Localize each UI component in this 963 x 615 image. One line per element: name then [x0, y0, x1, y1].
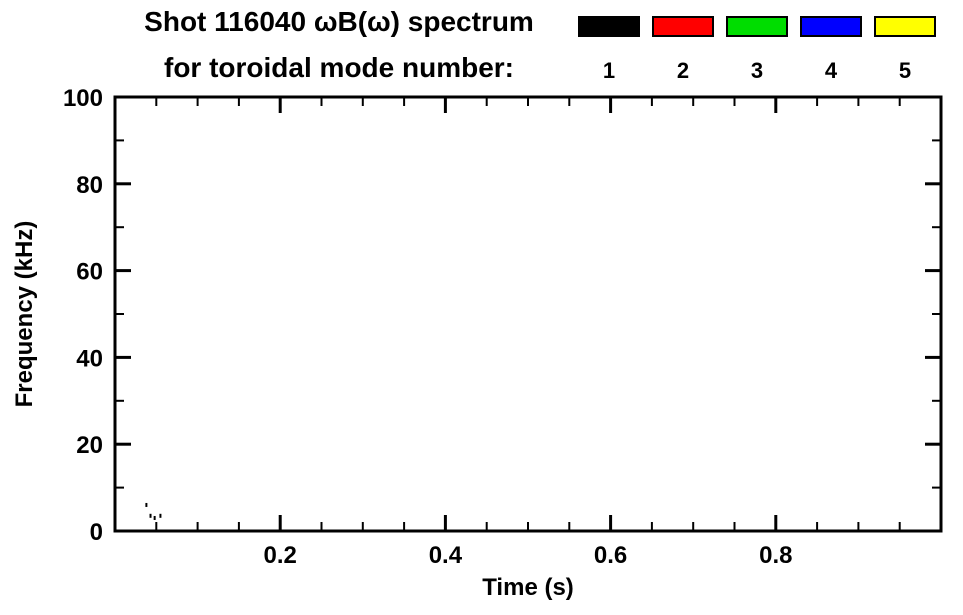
- legend-label-mode-3: 3: [750, 58, 764, 83]
- data-mark: [145, 502, 148, 507]
- legend-label-mode-1: 1: [602, 58, 616, 83]
- mode-legend-labels: 1 2 3 4 5: [578, 58, 936, 84]
- y-tick-label: 20: [76, 432, 103, 459]
- legend-swatch-mode-5: [874, 16, 936, 37]
- x-tick-label: 0.6: [594, 542, 627, 569]
- chart-title-line1: Shot 116040 ωB(ω) spectrum: [144, 6, 534, 37]
- x-tick-label: 0.8: [759, 542, 792, 569]
- legend-label-mode-4: 4: [824, 58, 838, 83]
- mode-legend-swatches: [578, 16, 936, 37]
- legend-swatch-mode-2: [652, 16, 714, 37]
- x-tick-label: 0.4: [429, 542, 463, 569]
- y-tick-label: 0: [90, 519, 103, 546]
- plot-frame: [113, 95, 943, 533]
- data-mark: [159, 513, 162, 518]
- legend-swatch-mode-3: [726, 16, 788, 37]
- data-mark: [153, 515, 156, 520]
- legend-label-mode-2: 2: [676, 58, 690, 83]
- x-axis-title: Time (s): [482, 574, 574, 601]
- chart-title-line2: for toroidal mode number:: [164, 52, 514, 83]
- y-tick-label: 40: [76, 345, 103, 372]
- x-tick-label: 0.2: [264, 542, 297, 569]
- y-tick-label: 100: [63, 85, 103, 112]
- legend-label-mode-5: 5: [898, 58, 912, 83]
- data-mark: [149, 513, 152, 518]
- y-axis-title: Frequency (kHz): [11, 220, 38, 408]
- legend-swatch-mode-4: [800, 16, 862, 37]
- legend-swatch-mode-1: [578, 16, 640, 37]
- y-tick-label: 80: [76, 172, 103, 199]
- y-tick-label: 60: [76, 259, 103, 286]
